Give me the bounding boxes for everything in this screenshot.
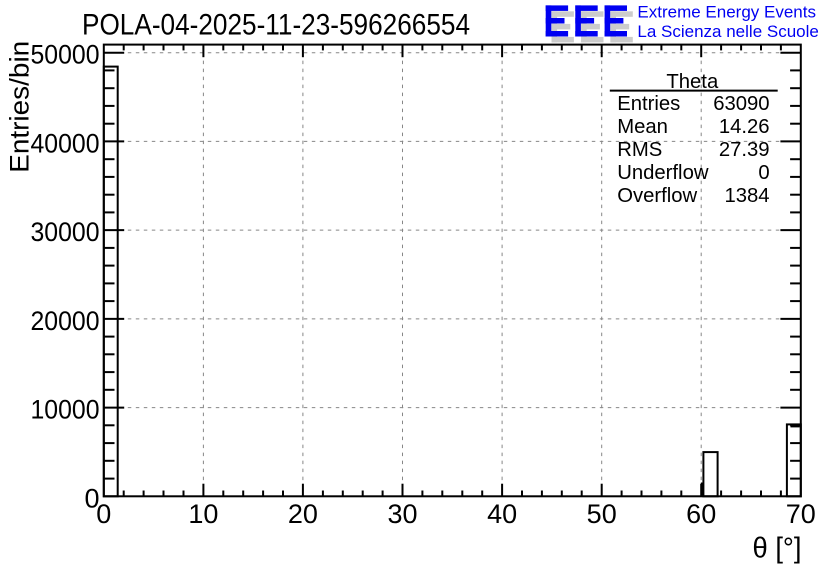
svg-text:POLA-04-2025-11-23-596266554: POLA-04-2025-11-23-596266554 (82, 9, 470, 42)
svg-text:0: 0 (96, 499, 111, 529)
svg-text:Entries/bin: Entries/bin (5, 41, 35, 173)
svg-text:20000: 20000 (31, 306, 100, 336)
svg-text:0: 0 (758, 162, 769, 184)
svg-text:40: 40 (487, 499, 517, 529)
svg-text:27.39: 27.39 (719, 139, 770, 161)
svg-text:10000: 10000 (31, 395, 100, 425)
svg-text:14.26: 14.26 (719, 116, 770, 138)
svg-text:30: 30 (387, 499, 417, 529)
svg-text:20: 20 (288, 499, 318, 529)
svg-text:La Scienza nelle Scuole: La Scienza nelle Scuole (637, 22, 818, 41)
svg-text:30000: 30000 (31, 217, 100, 247)
svg-text:Underflow: Underflow (617, 162, 709, 184)
svg-text:0: 0 (84, 483, 99, 513)
svg-text:70: 70 (786, 499, 816, 529)
svg-text:Mean: Mean (617, 116, 668, 138)
svg-text:1384: 1384 (724, 185, 769, 207)
svg-text:Entries: Entries (617, 93, 680, 115)
svg-text:Theta: Theta (666, 71, 719, 93)
svg-text:40000: 40000 (31, 128, 100, 158)
svg-text:θ [°]: θ [°] (753, 533, 802, 565)
svg-text:RMS: RMS (617, 139, 662, 161)
svg-text:10: 10 (188, 499, 218, 529)
svg-text:60: 60 (686, 499, 716, 529)
svg-text:63090: 63090 (713, 93, 769, 115)
svg-text:Extreme Energy Events: Extreme Energy Events (637, 3, 816, 22)
svg-text:50000: 50000 (31, 40, 100, 70)
svg-text:50: 50 (587, 499, 617, 529)
svg-text:Overflow: Overflow (617, 185, 697, 207)
